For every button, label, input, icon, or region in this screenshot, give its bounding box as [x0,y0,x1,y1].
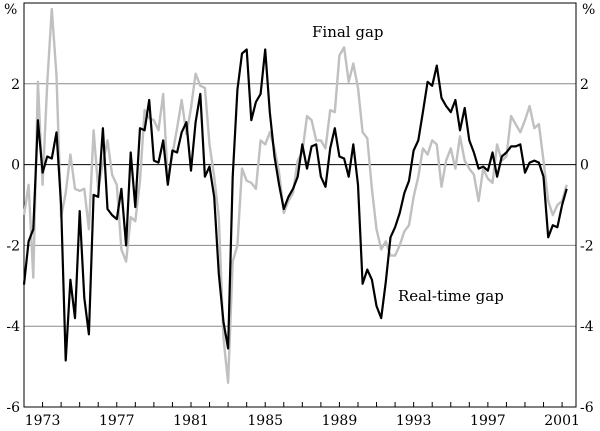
y-tick-label-left: -6 [6,400,20,416]
x-tick-label: 1977 [99,413,135,429]
final-gap-label: Final gap [312,23,384,41]
plot-frame [23,2,577,408]
y-tick-label-left: -2 [6,238,20,254]
x-tick-label: 1989 [322,413,358,429]
y-tick-label-right: 2 [580,77,589,93]
x-axis-ticks: 1973 1977 1981 1985 1989 1993 1997 2001 [23,402,580,429]
y-axis-right-ticks: -6 -4 -2 0 2 [580,77,594,416]
x-tick-label: 1997 [470,413,506,429]
y-tick-label-right: 0 [580,158,589,174]
real-time-gap-line [22,48,568,362]
axes [23,2,577,408]
final-gap-line [22,7,568,384]
y-axis-left-ticks: -6 -4 -2 0 2 [6,77,20,416]
y-tick-label-left: -4 [6,319,20,335]
y-tick-label-right: -4 [580,319,594,335]
series-lines [22,7,568,384]
real-time-gap-label: Real-time gap [398,287,504,305]
y-unit-right: % [582,2,595,18]
x-tick-label: 1993 [396,413,432,429]
x-tick-label: 1981 [173,413,209,429]
y-tick-label-right: -2 [580,238,594,254]
x-tick-label: 2001 [544,413,580,429]
y-tick-label-right: -6 [580,400,594,416]
y-tick-label-left: 0 [11,158,20,174]
y-tick-label-left: 2 [11,77,20,93]
x-tick-label: 1973 [25,413,61,429]
x-tick-label: 1985 [247,413,283,429]
y-unit-left: % [4,2,17,18]
